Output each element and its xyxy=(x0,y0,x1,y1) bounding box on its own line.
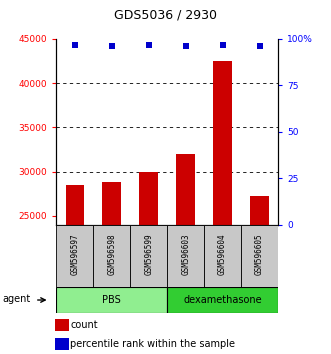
Bar xyxy=(56,225,93,287)
Text: dexamethasone: dexamethasone xyxy=(183,295,262,305)
Bar xyxy=(93,225,130,287)
Bar xyxy=(167,287,278,313)
Text: agent: agent xyxy=(3,294,31,304)
Bar xyxy=(56,287,167,313)
Bar xyxy=(66,185,84,225)
Point xyxy=(72,42,77,47)
Point xyxy=(183,44,188,49)
Text: GSM596603: GSM596603 xyxy=(181,234,190,275)
Bar xyxy=(167,225,204,287)
Text: GSM596598: GSM596598 xyxy=(107,234,116,275)
Bar xyxy=(250,196,269,225)
Bar xyxy=(103,182,121,225)
Text: GSM596599: GSM596599 xyxy=(144,234,153,275)
Bar xyxy=(176,154,195,225)
Text: PBS: PBS xyxy=(102,295,121,305)
Text: count: count xyxy=(70,320,98,330)
Point xyxy=(220,42,225,47)
Text: percentile rank within the sample: percentile rank within the sample xyxy=(70,339,235,349)
Text: GSM596604: GSM596604 xyxy=(218,234,227,275)
Bar xyxy=(241,225,278,287)
Bar xyxy=(55,319,69,331)
Point xyxy=(109,44,115,49)
Text: GDS5036 / 2930: GDS5036 / 2930 xyxy=(114,9,217,22)
Point xyxy=(257,44,262,49)
Point xyxy=(146,42,151,47)
Text: GSM596605: GSM596605 xyxy=(255,234,264,275)
Bar xyxy=(204,225,241,287)
Text: GSM596597: GSM596597 xyxy=(70,234,79,275)
Bar xyxy=(139,172,158,225)
Bar xyxy=(130,225,167,287)
Bar xyxy=(55,338,69,350)
Bar xyxy=(213,61,232,225)
